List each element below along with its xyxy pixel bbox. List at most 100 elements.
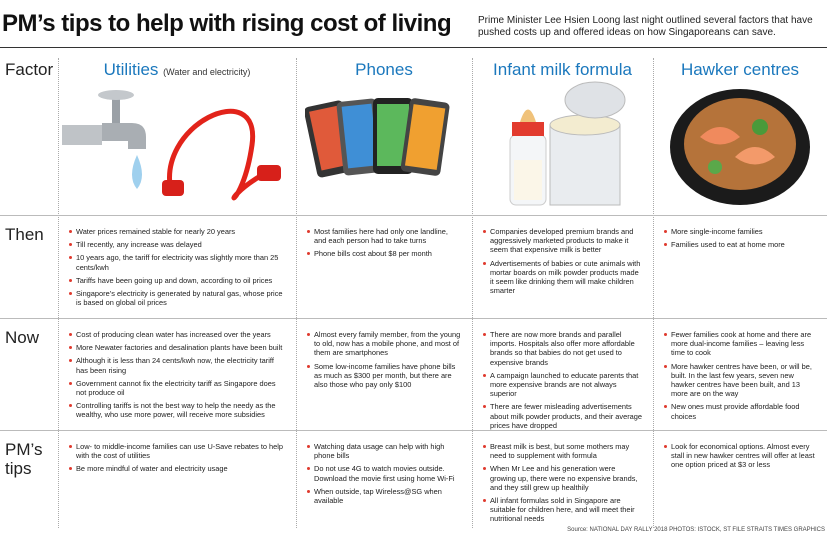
- cell: Breast milk is best, but some mothers ma…: [482, 442, 643, 528]
- bullet-item: There are now more brands and parallel i…: [482, 330, 643, 367]
- prawn: [735, 147, 775, 165]
- bullet-item: Almost every family member, from the you…: [306, 330, 462, 358]
- tin: [549, 124, 621, 206]
- bullet-item: Do not use 4G to watch movies outside. D…: [306, 464, 462, 483]
- bullet-item: When Mr Lee and his generation were grow…: [482, 464, 643, 492]
- milk: [514, 160, 542, 200]
- bullet-item: When outside, tap Wireless@SG when avail…: [306, 487, 462, 505]
- bullet-item: Controlling tariffs is not the best way …: [68, 401, 286, 419]
- bullet-list: More single-income families Families used…: [663, 227, 817, 249]
- utilities-illustration: [62, 90, 281, 201]
- title: PM’s tips to help with rising cost of li…: [2, 10, 452, 37]
- bullet-list: Almost every family member, from the you…: [306, 330, 462, 389]
- bullet-list: Look for economical options. Almost ever…: [663, 442, 817, 470]
- pipe: [62, 125, 102, 145]
- row-divider: [0, 318, 827, 319]
- bullet-item: Phone bills cost about $8 per month: [306, 249, 462, 258]
- source: Source: NATIONAL DAY RALLY 2018 PHOTOS: …: [567, 527, 825, 533]
- bullet-list: There are now more brands and parallel i…: [482, 330, 643, 430]
- bullet-item: Tariffs have been going up and down, acc…: [68, 276, 286, 285]
- column-divider: [58, 58, 59, 528]
- greens: [708, 160, 722, 174]
- bullet-item: Fewer families cook at home and there ar…: [663, 330, 817, 358]
- cell: Fewer families cook at home and there ar…: [663, 330, 817, 425]
- row-label: Then: [5, 225, 44, 244]
- bullet-item: Low- to middle-income families can use U…: [68, 442, 286, 460]
- column-note: (Water and electricity): [163, 67, 251, 77]
- bullet-list: Breast milk is best, but some mothers ma…: [482, 442, 643, 524]
- bullet-item: Most families here had only one landline…: [306, 227, 462, 245]
- cell: Water prices remained stable for nearly …: [68, 227, 286, 311]
- bullet-list: Fewer families cook at home and there ar…: [663, 330, 817, 421]
- bullet-list: Companies developed premium brands and a…: [482, 227, 643, 295]
- bullet-item: Although it is less than 24 cents/kwh no…: [68, 356, 286, 375]
- tin-top: [549, 114, 621, 136]
- bullet-list: Water prices remained stable for nearly …: [68, 227, 286, 307]
- bullet-item: Watching data usage can help with high p…: [306, 442, 462, 460]
- tap-wheel: [98, 90, 134, 100]
- column-header: Utilities (Water and electricity): [58, 60, 296, 80]
- subtitle: Prime Minister Lee Hsien Loong last nigh…: [478, 15, 813, 38]
- bullet-item: Be more mindful of water and electricity…: [68, 464, 286, 473]
- infant-illustration: [509, 81, 626, 206]
- bullet-item: Till recently, any increase was delayed: [68, 240, 286, 249]
- column-title: Infant milk formula: [493, 60, 632, 79]
- bullet-item: All infant formulas sold in Singapore ar…: [482, 496, 643, 524]
- row-divider: [0, 215, 827, 216]
- column-header: Infant milk formula: [472, 60, 653, 80]
- column-header: Phones: [296, 60, 472, 80]
- column-divider: [472, 58, 473, 528]
- teat: [520, 109, 536, 122]
- cell: Watching data usage can help with high p…: [306, 442, 462, 509]
- bullet-item: Breast milk is best, but some mothers ma…: [482, 442, 643, 460]
- plug: [162, 180, 184, 196]
- cell: Almost every family member, from the you…: [306, 330, 462, 393]
- title-rule: [0, 47, 827, 48]
- column-title: Phones: [355, 60, 413, 79]
- cell: Companies developed premium brands and a…: [482, 227, 643, 299]
- bullet-list: Most families here had only one landline…: [306, 227, 462, 259]
- cell: Most families here had only one landline…: [306, 227, 462, 263]
- bullet-item: More Newater factories and desalination …: [68, 343, 286, 352]
- column-title: Utilities: [103, 60, 159, 79]
- bullet-item: 10 years ago, the tariff for electricity…: [68, 253, 286, 272]
- phones: [305, 98, 450, 178]
- corner-label: Factor: [5, 60, 54, 79]
- bullet-item: Advertisements of babies or cute animals…: [482, 259, 643, 296]
- soup: [684, 98, 796, 190]
- row-label: Now: [5, 328, 40, 347]
- bottle-cap: [512, 122, 544, 136]
- socket: [257, 165, 281, 181]
- bullet-item: Some low-income families have phone bill…: [306, 362, 462, 390]
- bullet-item: Companies developed premium brands and a…: [482, 227, 643, 255]
- cell: Cost of producing clean water has increa…: [68, 330, 286, 424]
- cell: There are now more brands and parallel i…: [482, 330, 643, 434]
- tin-lid: [564, 81, 626, 119]
- cell: Low- to middle-income families can use U…: [68, 442, 286, 478]
- phones-illustration: [305, 98, 450, 178]
- bullet-item: Singapore’s electricity is generated by …: [68, 289, 286, 307]
- cell: Look for economical options. Almost ever…: [663, 442, 817, 474]
- cable: [167, 108, 264, 201]
- bullet-item: Water prices remained stable for nearly …: [68, 227, 286, 236]
- bullet-item: More hawker centres have been, or will b…: [663, 362, 817, 399]
- water-drop: [132, 155, 142, 189]
- cell: More single-income families Families used…: [663, 227, 817, 253]
- prawn: [700, 127, 740, 145]
- bullet-item: More single-income families: [663, 227, 817, 236]
- hawker-illustration: [670, 89, 810, 205]
- bullet-item: Cost of producing clean water has increa…: [68, 330, 286, 339]
- bullet-list: Low- to middle-income families can use U…: [68, 442, 286, 474]
- bullet-item: Look for economical options. Almost ever…: [663, 442, 817, 470]
- bullet-item: Government cannot fix the electricity ta…: [68, 379, 286, 397]
- bullet-item: Families used to eat at home more: [663, 240, 817, 249]
- bullet-item: A campaign launched to educate parents t…: [482, 371, 643, 399]
- bullet-list: Watching data usage can help with high p…: [306, 442, 462, 505]
- column-divider: [296, 58, 297, 528]
- bullet-list: Cost of producing clean water has increa…: [68, 330, 286, 420]
- column-header: Hawker centres: [653, 60, 827, 80]
- column-divider: [653, 58, 654, 528]
- row-divider: [0, 430, 827, 431]
- tap-handle: [112, 95, 120, 123]
